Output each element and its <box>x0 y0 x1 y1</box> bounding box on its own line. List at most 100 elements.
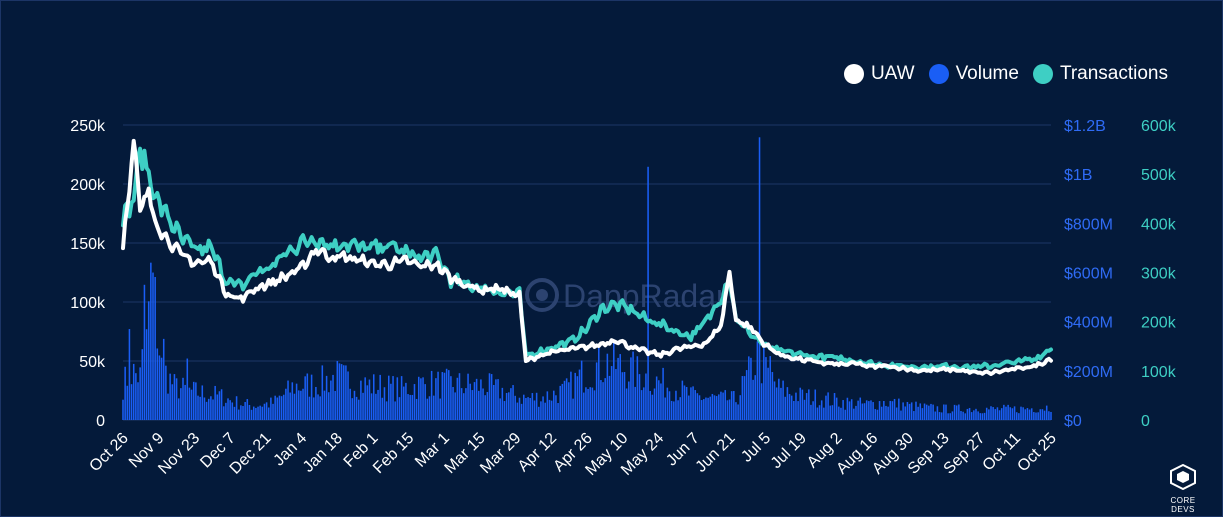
volume-bar <box>452 387 454 420</box>
volume-bar <box>540 401 542 420</box>
volume-bar <box>763 347 765 420</box>
volume-bar <box>617 357 619 420</box>
volume-bar <box>675 390 677 420</box>
volume-bar <box>996 407 999 420</box>
volume-bar <box>930 403 932 420</box>
volume-bar <box>317 394 319 420</box>
volume-bar <box>812 401 814 420</box>
volume-bar <box>848 401 851 420</box>
volume-bar <box>295 383 298 420</box>
volume-bar <box>278 395 281 420</box>
uaw-tick-label: 150k <box>70 236 106 253</box>
volume-bar <box>1026 408 1029 420</box>
volume-bar <box>805 393 808 420</box>
volume-tick-label: $1.2B <box>1064 118 1106 135</box>
volume-bar <box>321 365 324 420</box>
volume-bar <box>205 401 208 420</box>
volume-tick-label: $800M <box>1064 216 1113 233</box>
volume-bar <box>788 394 791 420</box>
volume-bar <box>1007 404 1009 420</box>
volume-bar <box>274 395 276 420</box>
volume-bar <box>767 367 769 420</box>
volume-bar <box>870 400 872 420</box>
volume-bar <box>248 404 251 420</box>
volume-bar <box>214 385 216 420</box>
volume-bar <box>184 384 186 420</box>
legend-label-uaw: UAW <box>870 63 915 84</box>
volume-bar <box>773 381 776 420</box>
volume-bar <box>632 351 634 420</box>
volume-bar <box>902 402 904 420</box>
volume-bar <box>570 371 572 420</box>
volume-bar <box>623 371 626 420</box>
volume-bar <box>878 401 881 420</box>
volume-bar <box>340 364 343 420</box>
volume-bar <box>679 397 681 420</box>
volume-bar <box>880 406 883 420</box>
volume-bar <box>748 356 750 420</box>
volume-bar <box>304 376 306 420</box>
transactions-tick-label: 400k <box>1141 216 1177 233</box>
volume-bar <box>199 396 201 420</box>
volume-bar <box>895 407 898 420</box>
volume-bar <box>728 399 731 420</box>
volume-bar <box>593 390 596 420</box>
volume-bar <box>928 405 930 420</box>
volume-bar <box>1005 406 1007 420</box>
volume-bar <box>227 398 229 420</box>
volume-bar <box>981 413 984 420</box>
volume-bar <box>338 363 341 420</box>
volume-bar <box>212 399 214 420</box>
volume-bar <box>683 385 686 420</box>
volume-bar <box>876 409 879 420</box>
legend-item-uaw[interactable]: UAW <box>843 63 915 85</box>
volume-bar <box>293 393 296 420</box>
volume-bar <box>838 406 840 420</box>
volume-bar <box>707 397 709 420</box>
volume-bar <box>387 375 390 420</box>
volume-bar <box>992 407 994 420</box>
volume-bar <box>782 380 784 420</box>
volume-bar <box>653 388 656 420</box>
volume-bar <box>263 403 266 420</box>
volume-bar <box>390 383 392 420</box>
volume-bar <box>351 398 354 420</box>
volume-bar <box>490 374 493 420</box>
volume-bar <box>808 389 810 420</box>
volume-bar <box>360 380 362 420</box>
volume-bar <box>859 397 862 420</box>
volume-bar <box>237 409 240 420</box>
volume-bar <box>130 384 133 420</box>
volume-bar <box>154 277 156 420</box>
legend-item-transactions[interactable]: Transactions <box>1032 63 1168 85</box>
volume-bar <box>604 378 606 420</box>
volume-bar <box>692 386 694 420</box>
volume-bar <box>443 372 446 420</box>
legend-item-volume[interactable]: Volume <box>928 63 1019 85</box>
dappradar-watermark: DappRadar <box>525 278 727 314</box>
volume-bar <box>276 397 279 420</box>
volume-bar <box>375 393 377 420</box>
volume-bar <box>495 379 497 420</box>
volume-bar <box>861 403 864 420</box>
volume-bar <box>685 386 688 420</box>
transactions-tick-label: 200k <box>1141 315 1177 332</box>
volume-bar <box>934 411 937 420</box>
volume-bar <box>190 389 193 420</box>
volume-bar <box>949 413 952 420</box>
volume-bar <box>855 405 857 420</box>
volume-bar <box>169 373 171 420</box>
volume-bar <box>613 340 615 420</box>
core-devs-logo: CORE DEVS <box>1158 463 1208 514</box>
volume-bar <box>664 397 666 420</box>
volume-bar <box>347 371 349 420</box>
volume-bar <box>887 406 889 420</box>
volume-bar <box>312 397 315 420</box>
volume-bar <box>531 393 534 420</box>
volume-bar <box>651 394 654 420</box>
volume-bar <box>801 389 804 420</box>
volume-bar <box>756 341 759 420</box>
volume-bar <box>910 402 913 420</box>
volume-bar <box>555 395 557 420</box>
